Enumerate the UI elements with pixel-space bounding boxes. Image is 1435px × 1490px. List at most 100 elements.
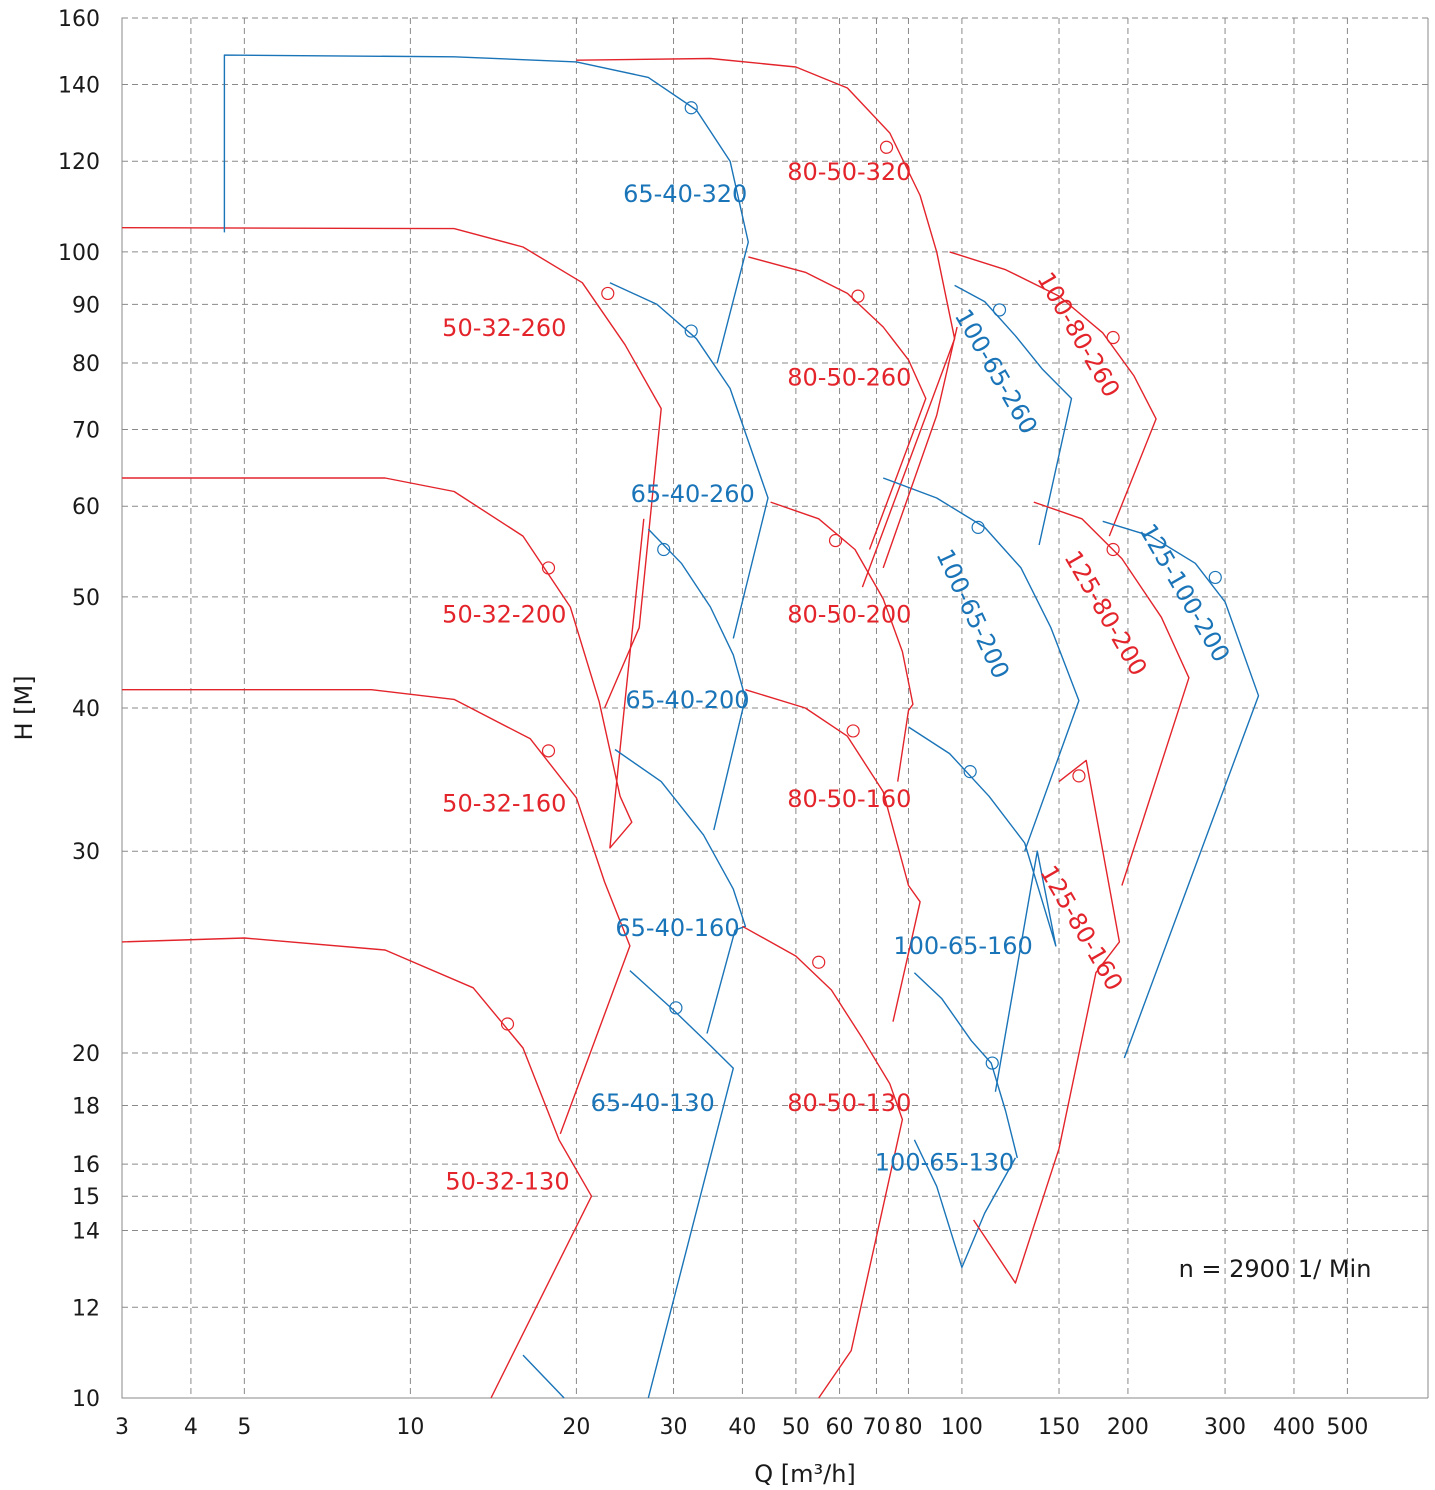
x-tick-label: 400	[1273, 1415, 1315, 1440]
x-tick-label: 150	[1038, 1415, 1080, 1440]
curve-65-40-200	[614, 748, 747, 1034]
y-tick-label: 100	[58, 241, 100, 266]
bep-marker	[971, 520, 985, 534]
bep-marker	[992, 303, 1007, 317]
series-label: 80-50-320	[787, 158, 911, 186]
x-tick-label: 200	[1107, 1415, 1149, 1440]
x-tick-label: 4	[184, 1415, 198, 1440]
y-tick-label: 10	[72, 1387, 100, 1412]
x-tick-label: 5	[237, 1415, 251, 1440]
y-tick-label: 140	[58, 73, 100, 98]
x-tick-label: 3	[115, 1415, 129, 1440]
y-tick-label: 18	[72, 1094, 100, 1119]
curve-80-50-200	[770, 501, 914, 782]
plot-frame	[121, 17, 1429, 1399]
x-tick-label: 60	[826, 1415, 854, 1440]
bep-marker	[541, 561, 556, 575]
bep-marker	[601, 286, 615, 301]
curve-125-80-160	[973, 759, 1121, 1284]
x-tick-label: 20	[562, 1415, 590, 1440]
bep-marker	[879, 140, 894, 154]
curve-80-50-320	[576, 57, 956, 588]
x-tick-label: 40	[728, 1415, 756, 1440]
series-label: 125-80-200	[1059, 546, 1153, 681]
performance-curves	[121, 54, 1260, 1399]
series-label: 65-40-130	[591, 1089, 715, 1117]
curve-labels: 50-32-130 50-32-160 50-32-200 50-32-260 65-4…	[442, 158, 1235, 1195]
curve-125-100-200	[1102, 520, 1260, 1059]
series-label: 80-50-160	[787, 785, 911, 813]
y-tick-label: 12	[72, 1296, 100, 1321]
curve-50-32-160	[122, 689, 631, 1135]
bep-marker	[963, 765, 977, 779]
y-tick-label: 80	[72, 352, 100, 377]
curve-65-40-320	[609, 282, 769, 639]
curve-65-40-320-top	[223, 54, 749, 364]
y-tick-label: 30	[72, 840, 100, 865]
curve-125-80-200	[1033, 501, 1190, 886]
series-label: 50-32-260	[442, 314, 566, 342]
series-label: 100-80-260	[1031, 267, 1125, 402]
series-label: 65-40-160	[615, 914, 739, 942]
curve-100-65-160	[913, 972, 1018, 1159]
curve-80-50-260	[748, 256, 927, 550]
series-label: 65-40-260	[631, 480, 755, 508]
curve-80-50-130	[742, 925, 904, 1399]
curve-50-32-130	[121, 937, 593, 1399]
curve-100-65-130	[913, 1139, 1017, 1269]
bep-marker	[669, 1001, 683, 1015]
series-label: 80-50-260	[787, 363, 911, 391]
bep-marker	[828, 533, 843, 548]
y-tick-label: 16	[72, 1153, 100, 1178]
bep-marker	[541, 744, 556, 758]
y-tick-label: 90	[72, 293, 100, 318]
curve-80-50-160	[745, 689, 921, 1022]
series-label: 100-65-160	[893, 932, 1032, 960]
curve-65-40-260	[647, 528, 747, 831]
y-tick-label: 40	[72, 697, 100, 722]
x-tick-label: 10	[396, 1415, 424, 1440]
series-label: 80-50-200	[787, 600, 911, 628]
grid	[121, 17, 1429, 1399]
x-tick-label: 300	[1204, 1415, 1246, 1440]
x-tick-label: 70	[862, 1415, 890, 1440]
bep-marker	[657, 542, 671, 557]
bep-marker	[1106, 542, 1120, 557]
x-tick-label: 100	[941, 1415, 983, 1440]
bep-marker	[1106, 330, 1120, 345]
y-tick-label: 50	[72, 586, 100, 611]
y-tick-label: 60	[72, 495, 100, 520]
curve-65-40-130	[522, 1354, 565, 1399]
bep-marker	[500, 1017, 515, 1031]
curve-100-65-200	[908, 726, 1057, 1092]
bep-marker	[684, 101, 698, 115]
series-label: 125-100-200	[1134, 519, 1236, 667]
series-label: 100-65-130	[875, 1148, 1014, 1176]
series-label: 125-80-160	[1034, 861, 1128, 996]
curve-100-65-260	[882, 477, 1080, 852]
curve-100-80-260	[949, 251, 1157, 537]
curve-65-40-160	[629, 970, 734, 1399]
bep-marker	[851, 289, 865, 303]
x-axis-title: Q [m³/h]	[754, 1460, 856, 1488]
x-tick-label: 50	[782, 1415, 810, 1440]
y-tick-label: 120	[58, 150, 100, 175]
x-tick-label: 80	[894, 1415, 922, 1440]
bep-marker	[985, 1056, 999, 1070]
y-tick-label: 70	[72, 418, 100, 443]
series-label: 100-65-260	[949, 304, 1043, 439]
series-label: 50-32-130	[445, 1168, 569, 1196]
series-label: 65-40-200	[625, 686, 749, 714]
bep-marker	[812, 955, 826, 969]
bep-marker	[684, 324, 698, 338]
bep-marker	[1072, 769, 1086, 783]
y-tick-label: 14	[72, 1220, 100, 1245]
y-tick-label: 20	[72, 1042, 100, 1067]
x-tick-label: 500	[1326, 1415, 1368, 1440]
x-tick-label: 30	[660, 1415, 688, 1440]
series-label: 65-40-320	[623, 180, 747, 208]
y-tick-label: 15	[72, 1185, 100, 1210]
curve-50-32-200	[122, 477, 645, 849]
bep-marker	[1208, 570, 1222, 585]
